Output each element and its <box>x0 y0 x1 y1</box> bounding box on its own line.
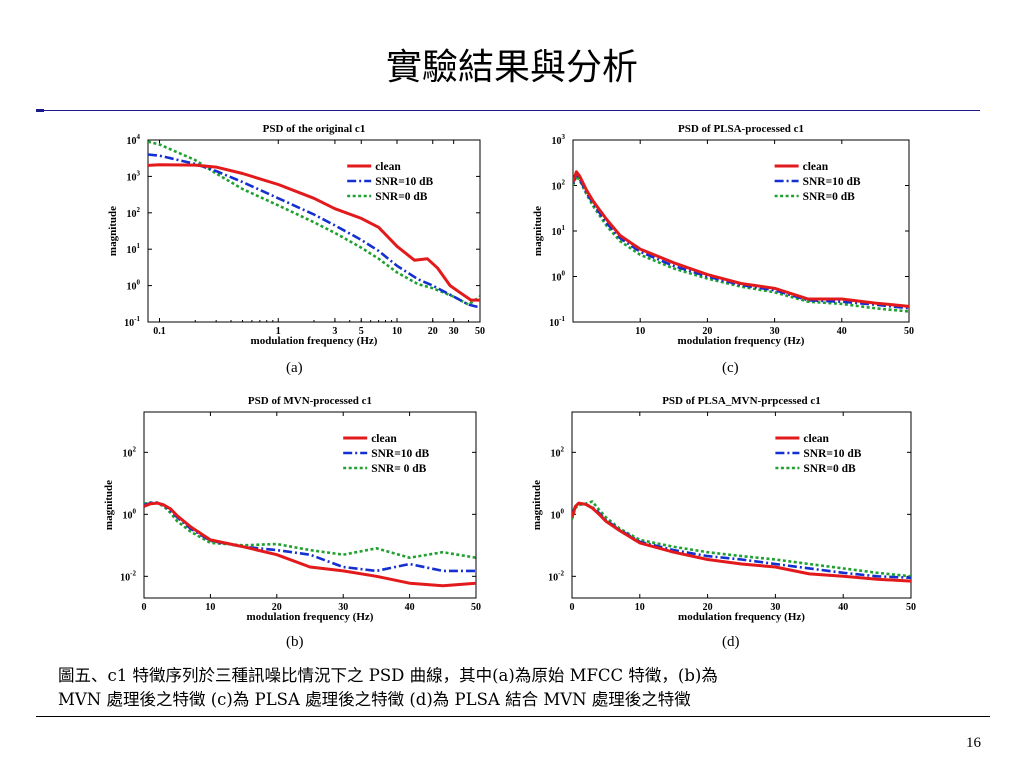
caption-divider <box>36 716 990 717</box>
x-tick-label: 10 <box>205 602 215 613</box>
series-line-snr10 <box>572 502 911 580</box>
legend-label: clean <box>371 433 397 445</box>
x-tick-label: 3 <box>332 326 337 337</box>
legend-label: SNR=0 dB <box>375 191 428 203</box>
x-axis-label: modulation frequency (Hz) <box>678 335 805 347</box>
series-line-clean <box>572 501 911 583</box>
chart-title: PSD of PLSA_MVN-prpcessed c1 <box>662 395 821 407</box>
caption-line-2: MVN 處理後之特徵 (c)為 PLSA 處理後之特徵 (d)為 PLSA 結合… <box>58 690 691 709</box>
y-tick-label: 103 <box>552 133 566 147</box>
legend-label: SNR=10 dB <box>375 176 433 188</box>
y-tick-label: 100 <box>123 507 137 521</box>
x-tick-label: 20 <box>428 326 438 337</box>
panel-label-a: (a) <box>286 360 303 376</box>
x-tick-label: 30 <box>770 602 780 613</box>
y-tick-label: 10-2 <box>120 569 136 583</box>
legend-label: clean <box>803 161 829 173</box>
chart-title: PSD of MVN-processed c1 <box>248 395 372 407</box>
x-tick-label: 0 <box>142 602 147 613</box>
series-line-clean <box>144 501 476 588</box>
x-tick-label: 30 <box>770 326 780 337</box>
x-tick-label: 20 <box>703 602 713 613</box>
y-tick-label: 100 <box>552 270 566 284</box>
page-number: 16 <box>966 735 981 751</box>
y-tick-label: 102 <box>123 445 137 459</box>
x-tick-label: 0.1 <box>153 326 166 337</box>
x-tick-label: 20 <box>272 602 282 613</box>
x-tick-label: 10 <box>635 326 645 337</box>
y-axis-label: magnitude <box>103 480 115 530</box>
x-tick-label: 0 <box>570 602 575 613</box>
x-tick-label: 50 <box>906 602 916 613</box>
legend-label: SNR=10 dB <box>371 448 429 460</box>
y-tick-label: 102 <box>551 445 565 459</box>
x-tick-label: 1 <box>276 326 281 337</box>
title-divider <box>36 110 980 111</box>
x-tick-label: 40 <box>405 602 415 613</box>
legend-label: SNR=0 dB <box>803 463 856 475</box>
y-axis-label: magnitude <box>532 206 544 256</box>
x-tick-label: 5 <box>359 326 364 337</box>
panel-label-c: (c) <box>722 360 739 376</box>
panel-label-d: (d) <box>722 634 740 650</box>
chart-title: PSD of the original c1 <box>263 123 366 135</box>
panel-label-b: (b) <box>286 634 304 650</box>
y-tick-label: 10-1 <box>549 315 565 329</box>
y-tick-label: 102 <box>552 179 566 193</box>
x-tick-label: 50 <box>475 326 485 337</box>
y-tick-label: 101 <box>552 224 566 238</box>
y-tick-label: 10-2 <box>548 569 564 583</box>
title-divider-accent <box>36 109 44 112</box>
x-tick-label: 10 <box>635 602 645 613</box>
x-tick-label: 20 <box>702 326 712 337</box>
y-axis-label: magnitude <box>531 480 543 530</box>
series-line-clean <box>148 163 480 302</box>
x-tick-label: 50 <box>904 326 914 337</box>
x-tick-label: 40 <box>838 602 848 613</box>
legend-label: clean <box>375 161 401 173</box>
y-tick-label: 102 <box>127 206 141 220</box>
y-tick-label: 100 <box>551 507 565 521</box>
x-axis-label: modulation frequency (Hz) <box>678 611 805 623</box>
x-tick-label: 50 <box>471 602 481 613</box>
legend-label: SNR=0 dB <box>803 191 856 203</box>
x-tick-label: 30 <box>449 326 459 337</box>
y-tick-label: 103 <box>127 169 141 183</box>
x-axis-label: modulation frequency (Hz) <box>247 611 374 623</box>
x-tick-label: 10 <box>392 326 402 337</box>
figure-caption: 圖五、c1 特徵序列於三種訊噪比情況下之 PSD 曲線，其中(a)為原始 MFC… <box>58 664 998 712</box>
x-axis-label: modulation frequency (Hz) <box>251 335 378 347</box>
legend-label: SNR=10 dB <box>803 448 861 460</box>
y-tick-label: 10-1 <box>124 315 140 329</box>
caption-line-1: 圖五、c1 特徵序列於三種訊噪比情況下之 PSD 曲線，其中(a)為原始 MFC… <box>58 666 718 685</box>
y-tick-label: 100 <box>127 279 141 293</box>
series-line-clean <box>573 170 909 308</box>
legend-label: SNR=10 dB <box>803 176 861 188</box>
legend-label: SNR= 0 dB <box>371 463 426 475</box>
x-tick-label: 40 <box>837 326 847 337</box>
y-axis-label: magnitude <box>107 206 119 256</box>
x-tick-label: 30 <box>338 602 348 613</box>
y-tick-label: 101 <box>127 242 141 256</box>
y-tick-label: 104 <box>127 133 141 147</box>
slide-title: 實驗結果與分析 <box>385 47 638 88</box>
plot-frame <box>571 411 912 599</box>
legend-label: clean <box>803 433 829 445</box>
chart-title: PSD of PLSA-processed c1 <box>678 123 804 135</box>
